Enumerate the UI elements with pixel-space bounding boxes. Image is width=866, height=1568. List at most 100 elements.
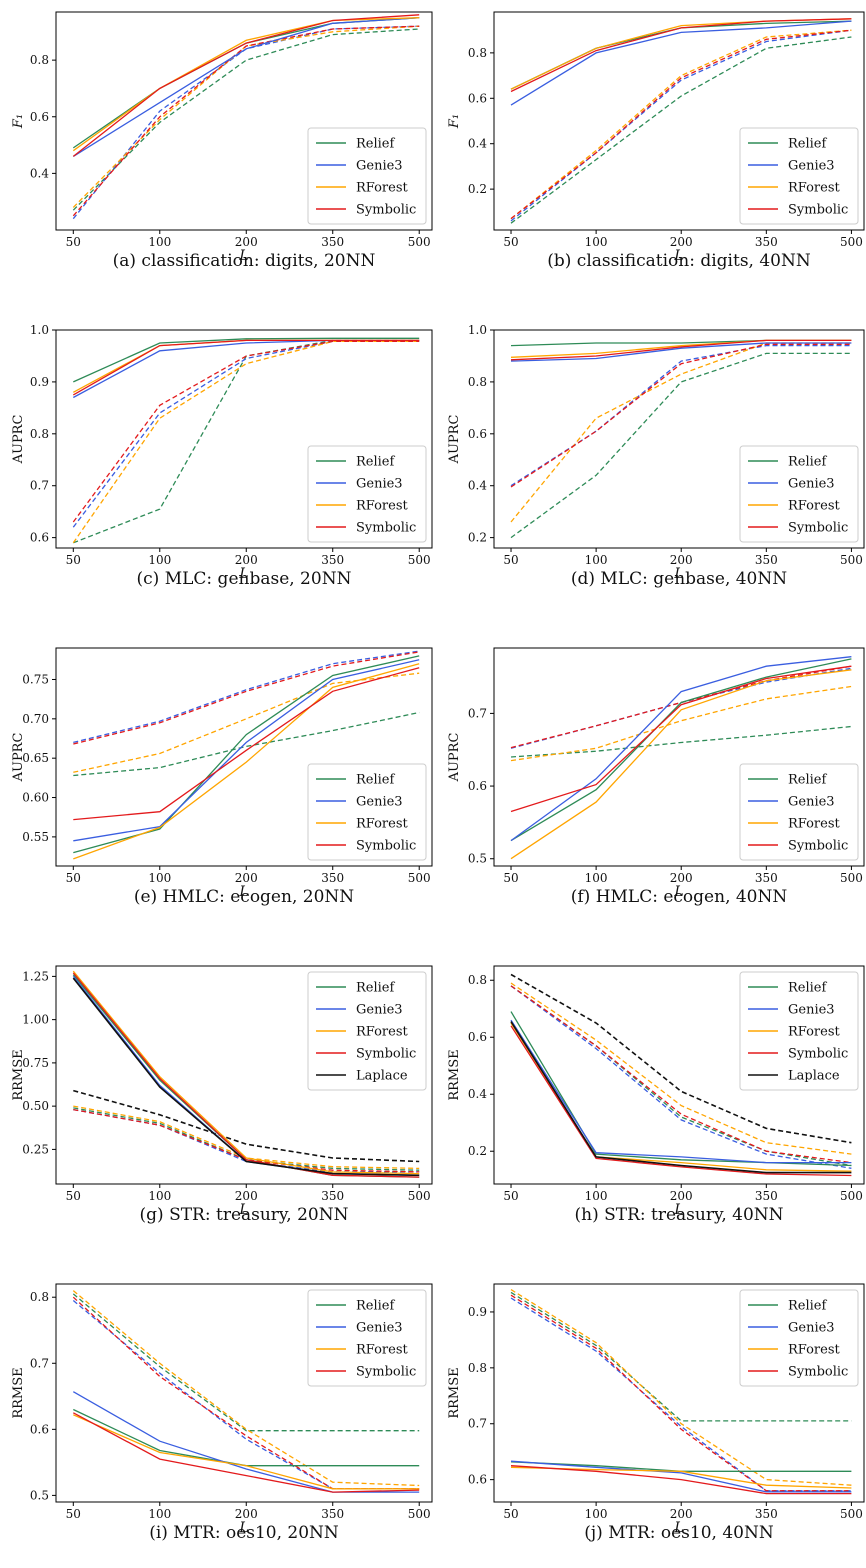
series-line-symbolic-solid (510, 1465, 852, 1495)
panel-caption: (i) MTR: oes10, 20NN (149, 1523, 339, 1543)
series-line-symbolic-dashed (72, 340, 420, 523)
plot-frame (55, 647, 433, 867)
y-tick-label: 0.2 (468, 531, 487, 545)
legend-label-relief: Relief (356, 137, 395, 152)
y-tick-label: 1.25 (22, 969, 49, 983)
x-tick-label: 500 (408, 1507, 431, 1521)
x-tick-label: 100 (585, 553, 608, 567)
y-tick-label: 0.60 (22, 791, 49, 805)
legend: Relief Genie3 RForest Symbolic (307, 763, 427, 861)
x-tick-label: 200 (670, 553, 693, 567)
y-tick-label: 0.8 (30, 53, 49, 67)
x-tick-label: 500 (408, 235, 431, 249)
x-tick-label: 50 (66, 553, 81, 567)
legend-box (739, 763, 859, 861)
y-tick-label: 0.6 (468, 427, 487, 441)
x-axis-label: L (673, 248, 683, 264)
y-tick-label: 0.7 (468, 706, 487, 720)
series-line-genie3-solid (510, 1019, 852, 1164)
x-tick-label: 350 (755, 553, 778, 567)
x-tick-label: 200 (235, 553, 258, 567)
x-tick-label: 350 (755, 235, 778, 249)
x-tick-label: 350 (321, 553, 344, 567)
x-tick-label: 100 (585, 1507, 608, 1521)
y-axis-label: RRMSE (11, 1367, 26, 1418)
x-tick-label: 500 (408, 871, 431, 885)
series-line-rforest-solid (72, 339, 420, 393)
plot-frame (55, 1283, 433, 1503)
x-tick-label: 500 (408, 553, 431, 567)
x-tick-label: 100 (585, 871, 608, 885)
series-line-symbolic-dashed (510, 1294, 852, 1492)
series-line-relief-dashed (510, 1291, 852, 1422)
series-line-relief-solid (73, 337, 420, 383)
series-line-symbolic-dashed (73, 1108, 420, 1173)
legend-label-rforest: RForest (788, 1343, 841, 1358)
y-tick-label: 0.9 (30, 375, 49, 389)
legend-label-rforest: RForest (788, 181, 841, 196)
x-axis-label: L (238, 1520, 248, 1536)
y-tick-label: 0.6 (468, 1473, 487, 1487)
legend-label-symbolic: Symbolic (356, 1047, 416, 1062)
series-line-rforest-solid (73, 1414, 420, 1490)
legend: Relief Genie3 RForest Symbolic (307, 445, 427, 543)
y-tick-label: 0.75 (22, 672, 49, 686)
legend-label-relief: Relief (788, 137, 827, 152)
series-line-relief-solid (510, 20, 852, 90)
series-line-genie3-dashed (72, 1300, 420, 1490)
legend-label-symbolic: Symbolic (356, 203, 416, 218)
plot-frame (55, 965, 433, 1185)
series-line-relief-solid (73, 655, 420, 854)
x-tick-label: 200 (670, 871, 693, 885)
y-tick-label: 0.2 (468, 182, 487, 196)
x-tick-label: 350 (321, 1507, 344, 1521)
legend-box (307, 763, 427, 861)
x-axis-label: L (673, 884, 683, 900)
legend: Relief Genie3 RForest Symbolic (739, 763, 859, 861)
x-axis-label: L (238, 1202, 248, 1218)
legend-label-genie3: Genie3 (356, 795, 403, 810)
x-tick-label: 500 (840, 1507, 863, 1521)
series-line-rforest-dashed (510, 685, 852, 762)
legend: Relief Genie3 RForest Symbolic (307, 127, 427, 225)
y-axis-label: RRMSE (447, 1367, 462, 1418)
y-tick-label: 0.5 (468, 852, 487, 866)
series-line-symbolic-solid (510, 18, 852, 93)
legend: Relief Genie3 RForest Symbolic (739, 127, 859, 225)
legend-label-genie3: Genie3 (788, 1321, 835, 1336)
x-tick-label: 50 (66, 235, 81, 249)
series-line-rforest-dashed (510, 1289, 852, 1486)
legend-box (307, 971, 427, 1091)
y-tick-label: 0.7 (30, 479, 49, 493)
series-line-rforest-solid (510, 1466, 852, 1489)
y-tick-label: 0.6 (468, 779, 487, 793)
x-tick-label: 350 (755, 871, 778, 885)
legend-label-relief: Relief (356, 455, 395, 470)
x-tick-label: 350 (321, 1189, 344, 1203)
legend-label-relief: Relief (356, 773, 395, 788)
series-line-relief-dashed (72, 28, 420, 211)
series-line-symbolic-solid (73, 667, 420, 821)
y-tick-label: 0.8 (468, 1361, 487, 1375)
series-line-relief-solid (510, 1011, 852, 1167)
chart-panel-5: 50 100 200 350 500 L 0.55 0.60 0.65 0.70 0.75 AUPRC… (11, 647, 433, 900)
y-tick-label: 0.50 (22, 1099, 49, 1113)
x-tick-label: 200 (670, 1189, 693, 1203)
series-line-symbolic-solid (72, 972, 420, 1178)
y-tick-label: 0.8 (468, 973, 487, 987)
legend-label-symbolic: Symbolic (788, 521, 848, 536)
series-line-symbolic-dashed (73, 651, 420, 745)
series-line-relief-dashed (510, 725, 852, 758)
y-tick-label: 1.0 (468, 323, 487, 337)
legend: Relief Genie3 RForest Symbolic (739, 445, 859, 543)
x-tick-label: 200 (235, 235, 258, 249)
x-tick-label: 200 (670, 235, 693, 249)
series-line-symbolic-dashed (72, 25, 420, 217)
x-tick-label: 50 (503, 1189, 518, 1203)
legend-box (307, 445, 427, 543)
x-tick-label: 100 (148, 235, 171, 249)
y-tick-label: 0.5 (30, 1488, 49, 1502)
legend-label-genie3: Genie3 (356, 159, 403, 174)
y-tick-label: 0.4 (468, 137, 487, 151)
x-tick-label: 100 (585, 235, 608, 249)
